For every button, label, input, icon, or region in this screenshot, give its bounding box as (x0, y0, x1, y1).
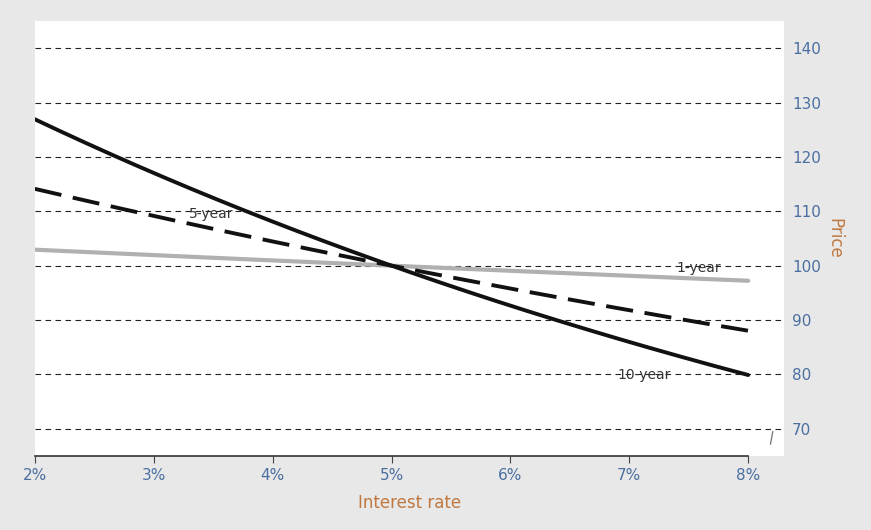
Text: ⁄: ⁄ (768, 432, 776, 448)
Text: 10-year: 10-year (618, 368, 671, 382)
Text: 5-year: 5-year (189, 207, 234, 221)
X-axis label: Interest rate: Interest rate (358, 494, 461, 513)
Y-axis label: Price: Price (826, 218, 843, 259)
Text: 1-year: 1-year (677, 261, 721, 275)
